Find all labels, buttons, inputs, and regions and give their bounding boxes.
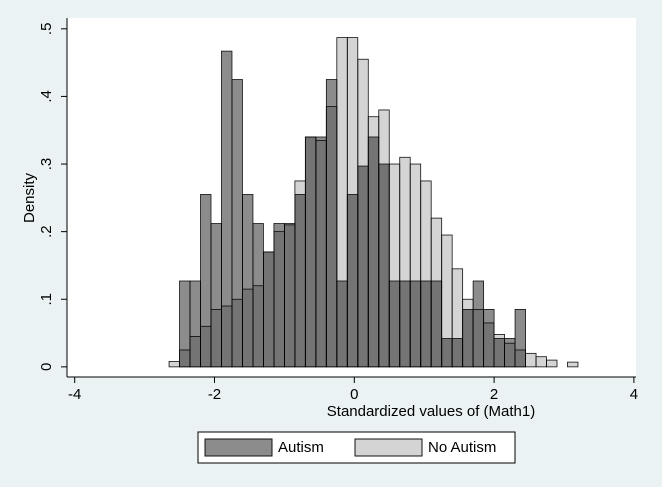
bar <box>168 361 180 368</box>
bar <box>493 334 505 368</box>
bar <box>273 231 285 368</box>
bar <box>462 298 474 368</box>
bar <box>514 349 526 368</box>
bar <box>357 58 369 368</box>
y-tick-label: .4 <box>38 90 55 103</box>
bar <box>535 356 547 368</box>
bar <box>483 322 495 368</box>
bar <box>567 361 579 368</box>
x-tick-label: 4 <box>630 386 638 403</box>
bar <box>179 349 191 368</box>
bar <box>210 308 222 368</box>
bar <box>399 156 411 368</box>
bar <box>525 352 537 368</box>
bar <box>189 336 201 368</box>
legend-swatch <box>354 438 423 457</box>
y-tick-label: .3 <box>38 158 55 171</box>
bar <box>367 116 380 368</box>
legend-label: Autism <box>278 439 324 456</box>
bar <box>504 342 516 368</box>
bar <box>200 325 212 368</box>
bar <box>441 234 453 368</box>
x-tick-label: 0 <box>350 386 358 403</box>
y-axis-label: Density <box>21 172 38 223</box>
bar <box>388 163 401 368</box>
bar <box>263 251 275 368</box>
y-tick-label: .1 <box>38 293 55 306</box>
bars <box>168 37 579 368</box>
bar <box>451 268 464 368</box>
bar <box>336 37 348 368</box>
bar <box>242 288 254 368</box>
bar <box>294 180 306 368</box>
bar <box>283 224 296 368</box>
bar <box>252 285 264 368</box>
bar <box>315 139 327 368</box>
bar <box>221 305 233 368</box>
bar <box>325 106 338 368</box>
y-tick-label: 0 <box>38 363 55 371</box>
bar <box>409 163 422 368</box>
bar <box>420 180 432 368</box>
y-tick-label: .5 <box>38 23 55 36</box>
x-tick-label: -2 <box>208 386 221 403</box>
legend-label: No Autism <box>428 439 496 456</box>
x-tick-label: -4 <box>68 386 81 403</box>
x-tick-label: 2 <box>490 386 498 403</box>
bar <box>472 308 485 368</box>
y-tick-label: .2 <box>38 225 55 238</box>
x-axis-label: Standardized values of (Math1) <box>327 403 535 420</box>
bar <box>346 37 359 368</box>
bar <box>304 136 317 368</box>
bar <box>430 217 443 368</box>
legend-swatch <box>204 438 273 457</box>
bar <box>231 298 243 368</box>
bar <box>546 359 558 368</box>
bar <box>378 109 390 368</box>
